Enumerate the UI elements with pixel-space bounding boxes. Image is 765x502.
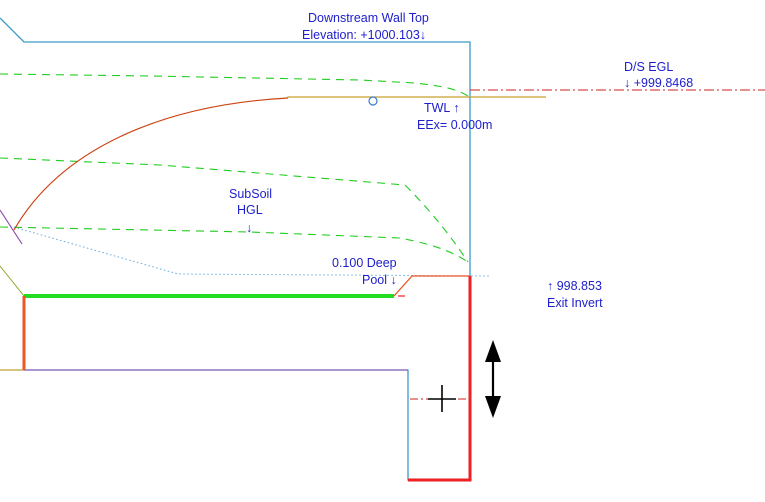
exit-invert-title: Exit Invert bbox=[547, 296, 603, 310]
crosshair-cursor-icon bbox=[428, 385, 456, 412]
tailwater-level-line bbox=[287, 96, 546, 98]
circle-node-icon[interactable] bbox=[368, 96, 378, 106]
exit-invert-value: ↑ 998.853 bbox=[547, 279, 602, 293]
twl-eex: EEx= 0.000m bbox=[417, 118, 492, 132]
wall-top-outline bbox=[0, 17, 471, 276]
pool-depth-line2: Pool ↓ bbox=[362, 273, 397, 287]
pool-depth-line1: 0.100 Deep bbox=[332, 256, 397, 270]
right-red-wall bbox=[408, 276, 472, 482]
left-green-diagonal bbox=[0, 265, 25, 297]
egl-upper-dashed bbox=[0, 73, 469, 97]
subsoil-title-line1: SubSoil bbox=[229, 187, 272, 201]
basin-outline-lower bbox=[0, 369, 470, 481]
jet-trajectory-curve bbox=[13, 97, 289, 231]
wall-top-title: Downstream Wall Top bbox=[308, 11, 429, 25]
wall-top-elevation: Elevation: +1000.103↓ bbox=[302, 28, 426, 42]
ds-egl-value: ↓ +999.8468 bbox=[624, 76, 693, 90]
subsoil-title-line2: HGL bbox=[237, 203, 263, 217]
pool-sill-ramp bbox=[393, 275, 470, 297]
vertical-move-arrow-icon[interactable] bbox=[485, 340, 501, 418]
twl-title: TWL ↑ bbox=[424, 101, 460, 115]
subsoil-hgl-dashed bbox=[0, 226, 469, 263]
hgl-middle-dashed bbox=[0, 157, 469, 263]
ds-egl-title: D/S EGL bbox=[624, 60, 673, 74]
subsoil-arrow: ↓ bbox=[246, 221, 252, 235]
left-purple-diagonal bbox=[0, 209, 23, 245]
